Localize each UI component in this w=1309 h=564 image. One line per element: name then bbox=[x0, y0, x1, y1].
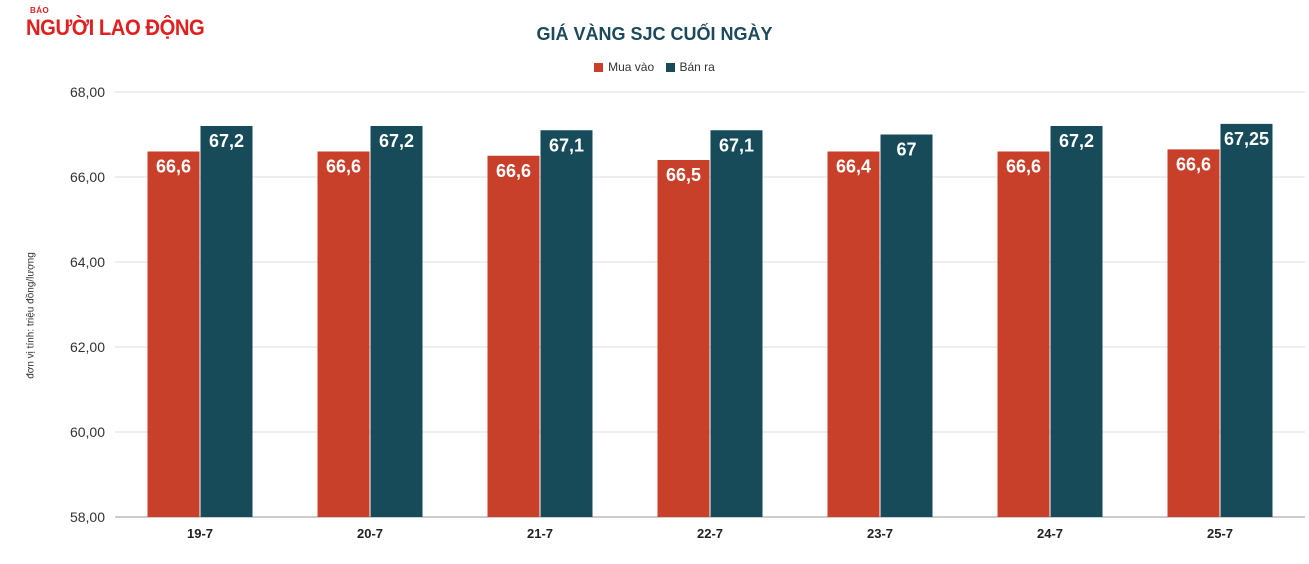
data-label-buy: 66,4 bbox=[836, 157, 871, 177]
data-label-buy: 66,6 bbox=[326, 157, 361, 177]
y-tick-label: 62,00 bbox=[70, 339, 105, 355]
chart-legend: Mua vào Bán ra bbox=[0, 60, 1309, 75]
bar-buy bbox=[1167, 149, 1220, 517]
y-tick-label: 60,00 bbox=[70, 424, 105, 440]
newspaper-logo: BÁO NGƯỜI LAO ĐỘNG bbox=[26, 6, 205, 46]
data-label-buy: 66,6 bbox=[156, 157, 191, 177]
logo-main-text: NGƯỜI LAO ĐỘNG bbox=[26, 15, 205, 40]
bar-sell bbox=[540, 130, 593, 517]
legend-swatch-sell bbox=[665, 62, 675, 72]
legend-label-buy: Mua vào bbox=[608, 60, 655, 74]
bar-buy bbox=[147, 151, 200, 517]
chart-title: GIÁ VÀNG SJC CUỐI NGÀY bbox=[536, 24, 773, 44]
bar-buy bbox=[657, 160, 710, 517]
data-label-buy: 66,5 bbox=[666, 165, 701, 185]
data-label-sell: 67,2 bbox=[379, 131, 414, 151]
legend-label-sell: Bán ra bbox=[679, 60, 715, 74]
bar-buy bbox=[997, 151, 1050, 517]
data-label-sell: 67 bbox=[896, 140, 916, 160]
data-label-sell: 67,2 bbox=[1059, 131, 1094, 151]
data-label-buy: 66,6 bbox=[1006, 157, 1041, 177]
bar-buy bbox=[317, 151, 370, 517]
bar-sell bbox=[200, 126, 253, 517]
data-label-buy: 66,6 bbox=[496, 161, 531, 181]
y-tick-label: 64,00 bbox=[70, 254, 105, 270]
bar-sell bbox=[1220, 123, 1273, 517]
data-label-sell: 67,2 bbox=[209, 131, 244, 151]
bar-sell bbox=[880, 134, 933, 517]
y-tick-label: 66,00 bbox=[70, 169, 105, 185]
legend-item-buy: Mua vào bbox=[594, 60, 654, 74]
x-tick-label: 20-7 bbox=[357, 526, 383, 541]
x-tick-label: 24-7 bbox=[1037, 526, 1063, 541]
bar-sell bbox=[710, 130, 763, 517]
y-tick-label: 58,00 bbox=[70, 509, 105, 525]
data-label-sell: 67,1 bbox=[719, 135, 754, 155]
logo-small-text: BÁO bbox=[30, 6, 50, 15]
y-tick-label: 68,00 bbox=[70, 84, 105, 100]
x-tick-label: 19-7 bbox=[187, 526, 213, 541]
bar-buy bbox=[487, 155, 540, 517]
x-tick-label: 22-7 bbox=[697, 526, 723, 541]
bar-buy bbox=[827, 151, 880, 517]
data-label-buy: 66,6 bbox=[1176, 154, 1211, 174]
data-label-sell: 67,1 bbox=[549, 135, 584, 155]
data-label-sell: 67,25 bbox=[1224, 129, 1269, 149]
x-tick-label: 21-7 bbox=[527, 526, 553, 541]
bar-sell bbox=[1050, 126, 1103, 517]
x-tick-label: 25-7 bbox=[1207, 526, 1233, 541]
bar-sell bbox=[370, 126, 423, 517]
legend-item-sell: Bán ra bbox=[665, 60, 715, 74]
legend-swatch-buy bbox=[594, 62, 604, 72]
x-tick-label: 23-7 bbox=[867, 526, 893, 541]
